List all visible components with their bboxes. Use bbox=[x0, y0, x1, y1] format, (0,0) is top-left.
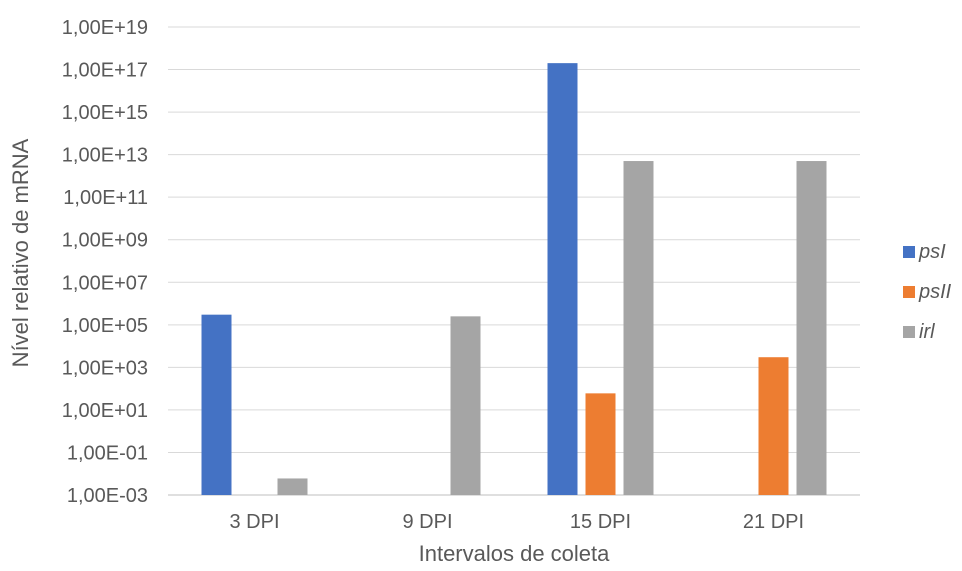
x-axis-title: Intervalos de coleta bbox=[419, 541, 611, 566]
legend-label-psII: psII bbox=[918, 281, 952, 303]
x-tick-label: 21 DPI bbox=[743, 511, 804, 533]
y-tick-label: 1,00E+17 bbox=[62, 60, 148, 82]
y-tick-label: 1,00E-03 bbox=[67, 485, 148, 507]
bar-irl-21-DPI bbox=[796, 161, 827, 495]
bar-psI-15-DPI bbox=[547, 63, 578, 495]
y-tick-label: 1,00E+09 bbox=[62, 230, 148, 252]
bar-psI-3-DPI bbox=[201, 314, 232, 495]
y-axis-title: Nível relativo de mRNA bbox=[8, 138, 33, 367]
bars bbox=[201, 63, 827, 495]
y-tick-label: 1,00E+15 bbox=[62, 102, 148, 124]
bar-irl-15-DPI bbox=[623, 161, 654, 495]
legend-label-psI: psI bbox=[918, 241, 946, 263]
legend-swatch-psII bbox=[903, 286, 915, 298]
y-tick-label: 1,00E+07 bbox=[62, 272, 148, 294]
grid-layer bbox=[168, 26, 860, 496]
legend-label-irl: irl bbox=[919, 321, 935, 343]
y-tick-label: 1,00E+01 bbox=[62, 400, 148, 422]
bar-irl-9-DPI bbox=[450, 316, 481, 495]
y-axis-tick-labels: 1,00E-03 1,00E-01 1,00E+01 1,00E+03 1,00E+05… bbox=[62, 17, 148, 507]
y-tick-label: 1,00E+19 bbox=[62, 17, 148, 39]
bar-irl-3-DPI bbox=[277, 478, 308, 495]
y-tick-label: 1,00E+03 bbox=[62, 357, 148, 379]
x-tick-label: 9 DPI bbox=[402, 511, 452, 533]
x-axis-tick-labels: 3 DPI 9 DPI 15 DPI 21 DPI bbox=[229, 511, 804, 533]
y-tick-label: 1,00E-01 bbox=[67, 442, 148, 464]
x-tick-label: 15 DPI bbox=[570, 511, 631, 533]
legend-swatch-irl bbox=[903, 326, 915, 338]
legend-swatch-psI bbox=[903, 246, 915, 258]
y-tick-label: 1,00E+05 bbox=[62, 315, 148, 337]
y-tick-label: 1,00E+13 bbox=[62, 145, 148, 167]
legend: psI psII irl bbox=[903, 241, 952, 343]
bar-psII-21-DPI bbox=[758, 357, 789, 495]
x-tick-label: 3 DPI bbox=[229, 511, 279, 533]
bar-psII-15-DPI bbox=[585, 393, 616, 495]
y-tick-label: 1,00E+11 bbox=[63, 187, 148, 209]
